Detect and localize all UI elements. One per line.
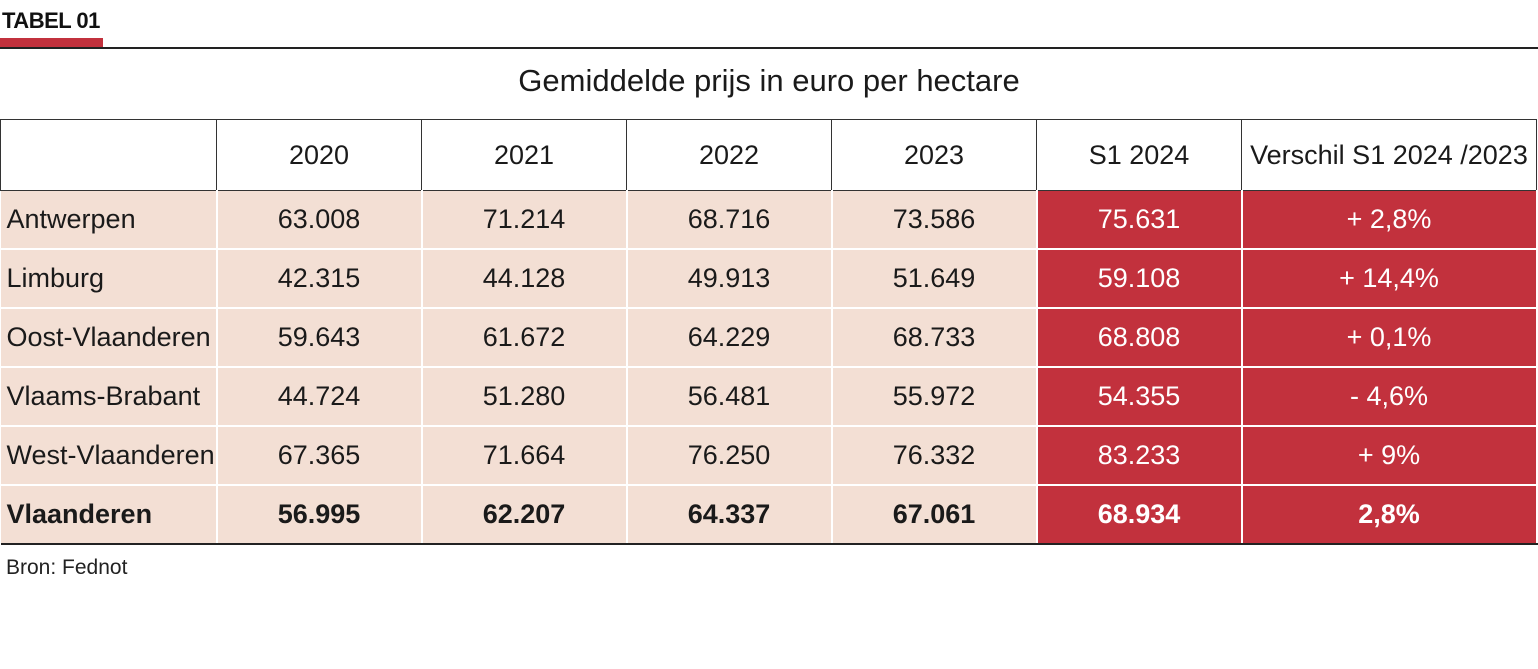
table-cell: 64.337 bbox=[626, 485, 833, 545]
row-label: Antwerpen bbox=[0, 190, 218, 250]
table-cell: 68.808 bbox=[1036, 308, 1243, 368]
table-cell: 68.934 bbox=[1036, 485, 1243, 545]
table-cell: 44.724 bbox=[216, 367, 423, 427]
table-cell: 49.913 bbox=[626, 249, 833, 309]
table-cell: 51.280 bbox=[421, 367, 628, 427]
table-cell: 54.355 bbox=[1036, 367, 1243, 427]
table-row: Vlaanderen 56.995 62.207 64.337 67.061 68.934… bbox=[0, 485, 1538, 545]
table-cell: 44.128 bbox=[421, 249, 628, 309]
table-cell: 71.664 bbox=[421, 426, 628, 486]
table-cell: 75.631 bbox=[1036, 190, 1243, 250]
header-cell-2020: 2020 bbox=[216, 119, 422, 191]
table-cell: 56.481 bbox=[626, 367, 833, 427]
table-cell: 63.008 bbox=[216, 190, 423, 250]
price-table: 2020 2021 2022 2023 S1 2024 Verschil S1 … bbox=[0, 119, 1538, 545]
table-cell: + 2,8% bbox=[1241, 190, 1538, 250]
table-cell: 83.233 bbox=[1036, 426, 1243, 486]
table-row: Oost-Vlaanderen 59.643 61.672 64.229 68.733 6… bbox=[0, 308, 1538, 368]
row-label: Vlaams-Brabant bbox=[0, 367, 218, 427]
table-cell: 55.972 bbox=[831, 367, 1038, 427]
table-cell: 59.108 bbox=[1036, 249, 1243, 309]
header-cell-2023: 2023 bbox=[831, 119, 1037, 191]
table-cell: 67.365 bbox=[216, 426, 423, 486]
table-cell: + 9% bbox=[1241, 426, 1538, 486]
table-cell: 61.672 bbox=[421, 308, 628, 368]
table-cell: 73.586 bbox=[831, 190, 1038, 250]
table-cell: 2,8% bbox=[1241, 485, 1538, 545]
header-cell-verschil: Verschil S1 2024 /2023 bbox=[1241, 119, 1537, 191]
table-cell: 42.315 bbox=[216, 249, 423, 309]
row-label: Oost-Vlaanderen bbox=[0, 308, 218, 368]
header-cell-empty bbox=[0, 119, 217, 191]
header-cell-2021: 2021 bbox=[421, 119, 627, 191]
table-cell: 59.643 bbox=[216, 308, 423, 368]
table-cell: + 0,1% bbox=[1241, 308, 1538, 368]
table-cell: 67.061 bbox=[831, 485, 1038, 545]
row-label: West-Vlaanderen bbox=[0, 426, 218, 486]
source-note: Bron: Fednot bbox=[6, 556, 128, 579]
row-label: Limburg bbox=[0, 249, 218, 309]
table-cell: 68.716 bbox=[626, 190, 833, 250]
table-cell: 76.250 bbox=[626, 426, 833, 486]
table-title: Gemiddelde prijs in euro per hectare bbox=[518, 63, 1020, 98]
table-cell: 62.207 bbox=[421, 485, 628, 545]
table-cell: - 4,6% bbox=[1241, 367, 1538, 427]
table-cell: 76.332 bbox=[831, 426, 1038, 486]
row-label: Vlaanderen bbox=[0, 485, 218, 545]
table-body: Antwerpen 63.008 71.214 68.716 73.586 75.631 +… bbox=[0, 190, 1538, 545]
table-row: Antwerpen 63.008 71.214 68.716 73.586 75.631 +… bbox=[0, 190, 1538, 250]
header-cell-s1-2024: S1 2024 bbox=[1036, 119, 1242, 191]
table-row: Limburg 42.315 44.128 49.913 51.649 59.108 + 1… bbox=[0, 249, 1538, 309]
table-row: West-Vlaanderen 67.365 71.664 76.250 76.332 8… bbox=[0, 426, 1538, 486]
top-divider bbox=[0, 47, 1538, 49]
table-cell: 71.214 bbox=[421, 190, 628, 250]
table-row: Vlaams-Brabant 44.724 51.280 56.481 55.972 54… bbox=[0, 367, 1538, 427]
table-cell: 51.649 bbox=[831, 249, 1038, 309]
table-cell: + 14,4% bbox=[1241, 249, 1538, 309]
accent-bar bbox=[0, 38, 103, 49]
table-cell: 56.995 bbox=[216, 485, 423, 545]
table-cell: 64.229 bbox=[626, 308, 833, 368]
header-row: 2020 2021 2022 2023 S1 2024 Verschil S1 … bbox=[0, 119, 1537, 191]
table-number-label: TABEL 01 bbox=[2, 8, 100, 33]
header-cell-2022: 2022 bbox=[626, 119, 832, 191]
table-cell: 68.733 bbox=[831, 308, 1038, 368]
